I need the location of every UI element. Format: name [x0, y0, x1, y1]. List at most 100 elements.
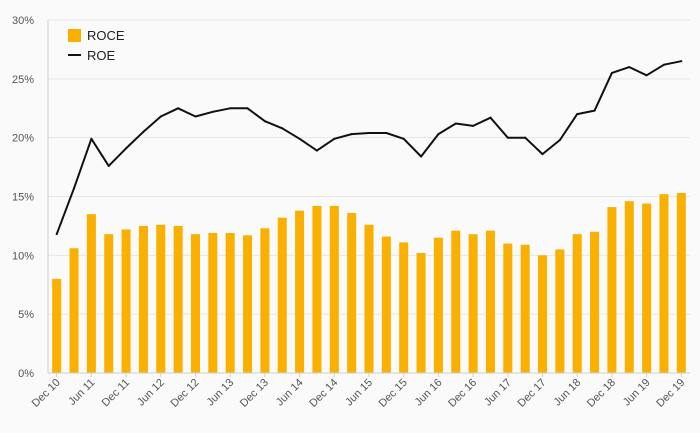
roce-bar [503, 243, 513, 373]
x-tick-label: Jun 16 [413, 377, 445, 409]
roe-point [420, 155, 423, 158]
y-tick-label: 15% [12, 192, 34, 204]
roce-bar [624, 201, 634, 373]
roe-point [628, 66, 631, 69]
roe-point [368, 131, 370, 134]
x-tick-label: Jun 11 [66, 377, 97, 408]
roce-bar [69, 248, 79, 373]
roce-bar [433, 237, 443, 373]
x-tick-label: Dec 18 [585, 377, 618, 410]
roe-point [454, 122, 457, 125]
roce-bar [156, 224, 166, 373]
roe-point [333, 137, 336, 140]
roce-bar [347, 212, 357, 373]
roe-point [610, 71, 613, 74]
roce-bar [277, 217, 287, 373]
x-tick-label: Jun 18 [551, 377, 583, 409]
roe-point [472, 124, 475, 127]
roe-point [385, 131, 388, 134]
legend-label-roe: ROE [87, 48, 116, 63]
roce-bar [121, 229, 131, 373]
roce-bar [243, 235, 253, 373]
roce-bar [642, 203, 652, 373]
roe-point [73, 187, 76, 190]
roe-point [263, 120, 266, 123]
roce-bar [295, 210, 305, 373]
roe-point [593, 109, 596, 112]
roe-point [489, 116, 492, 119]
roe-point [229, 107, 232, 110]
roe-point [107, 164, 110, 167]
legend-label-roce: ROCE [87, 28, 125, 43]
roce-bar [364, 224, 374, 373]
x-tick-label: Jun 17 [482, 377, 514, 409]
roce-bar [208, 232, 218, 373]
x-tick-label: Dec 17 [516, 377, 549, 410]
y-tick-label: 30% [12, 15, 34, 27]
x-tick-label: Jun 12 [135, 377, 167, 409]
roe-line-layer [55, 60, 683, 236]
x-tick-label: Jun 19 [621, 377, 653, 409]
roce-bar [451, 230, 461, 373]
roce-bar [572, 234, 582, 373]
x-tick-label: Jun 15 [343, 377, 375, 409]
x-tick-label: Dec 16 [446, 377, 479, 410]
roce-bar [555, 249, 565, 373]
x-tick-label: Dec 11 [100, 377, 133, 410]
roe-point [402, 137, 405, 140]
x-tick-label: Jun 14 [274, 377, 306, 409]
roce-bar [468, 234, 478, 373]
roe-point [298, 137, 301, 140]
x-tick-label: Dec 15 [377, 377, 410, 410]
roe-point [558, 139, 561, 142]
x-tick-label: Dec 14 [307, 377, 340, 410]
roe-point [142, 130, 145, 133]
x-tick-label: Dec 13 [238, 377, 271, 410]
roce-bar [399, 242, 409, 373]
y-tick-label: 20% [12, 133, 34, 145]
roe-point [541, 153, 544, 156]
roce-bar [190, 234, 200, 373]
roe-point [211, 110, 214, 113]
roe-point [194, 115, 197, 118]
x-tick-label: Dec 12 [168, 377, 201, 410]
roce-bar [590, 231, 600, 373]
roce-bar [138, 225, 148, 373]
x-tick-label: Dec 19 [654, 377, 687, 410]
roe-point [524, 136, 527, 139]
x-tick-label: Jun 13 [204, 377, 236, 409]
roce-bar [659, 194, 669, 373]
roce-bar [312, 205, 322, 373]
roce-bar [607, 207, 617, 373]
roe-point [246, 107, 249, 110]
roe-point [662, 63, 665, 66]
roce-bar [104, 234, 114, 373]
grid-lines [48, 19, 690, 315]
roe-point [576, 113, 579, 116]
legend: ROCE ROE [68, 28, 125, 63]
roe-point [90, 137, 93, 140]
roce-bar [260, 228, 270, 373]
roe-point [281, 127, 284, 130]
roce-bar [52, 278, 62, 373]
roe-point [506, 136, 509, 139]
roce-bar [173, 225, 183, 373]
roce-bars [52, 192, 686, 373]
y-tick-label: 5% [18, 309, 34, 321]
y-tick-label: 0% [18, 368, 34, 380]
roe-point [350, 133, 353, 136]
roe-point [315, 149, 318, 152]
roce-bar [225, 232, 235, 373]
legend-swatch-roce [68, 29, 81, 42]
y-tick-label: 25% [12, 74, 34, 86]
roe-point [125, 147, 128, 150]
roe-point [55, 233, 58, 236]
roce-bar [520, 244, 530, 373]
roce-bar [485, 230, 495, 373]
roe-point [645, 74, 648, 77]
y-tick-label: 10% [12, 250, 34, 262]
roe-line [55, 60, 682, 235]
roce-bar [381, 236, 391, 373]
